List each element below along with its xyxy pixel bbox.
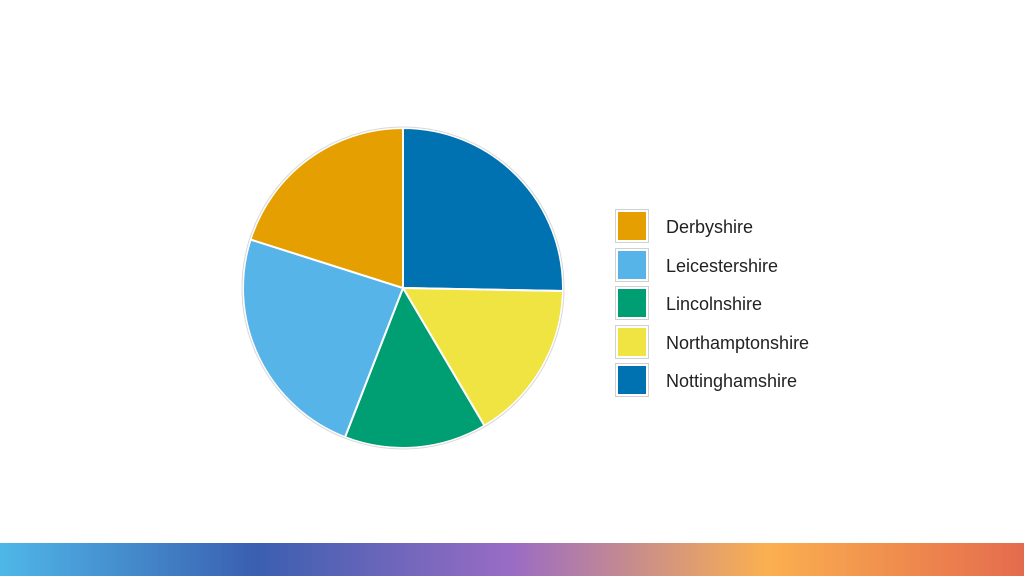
pie-slice-northamptonshire — [401, 286, 564, 428]
legend-item-lincolnshire: Lincolnshire — [615, 286, 855, 325]
pie-slice-lincolnshire — [343, 285, 486, 449]
legend-swatch-fill — [618, 327, 646, 356]
legend: Derbyshire Leicestershire Lincolnshire N… — [615, 209, 855, 402]
legend-label: Derbyshire — [666, 217, 754, 237]
legend-label: Leicestershire — [666, 255, 779, 276]
legend-swatch — [615, 286, 649, 320]
pie-outline — [241, 126, 565, 450]
legend-item-leicestershire: Leicestershire — [615, 247, 855, 287]
legend-item-derbyshire: Derbyshire — [615, 209, 855, 248]
legend-swatch-fill — [618, 289, 646, 317]
pie-slice-nottinghamshire — [402, 126, 564, 293]
legend-swatch-fill — [618, 212, 646, 240]
legend-swatch — [615, 247, 649, 282]
pie-slices — [241, 126, 565, 450]
legend-swatch — [615, 324, 649, 359]
footer-gradient-bar — [0, 543, 1024, 576]
legend-label: Northamptonshire — [666, 332, 810, 353]
legend-item-nottinghamshire: Nottinghamshire — [615, 363, 855, 402]
legend-item-northamptonshire: Northamptonshire — [615, 324, 855, 364]
pie-slice-leicestershire — [242, 238, 405, 439]
legend-label: Lincolnshire — [666, 294, 763, 314]
pie-slice-derbyshire — [249, 126, 404, 290]
legend-swatch — [615, 209, 649, 243]
legend-swatch — [615, 363, 649, 397]
legend-swatch-fill — [618, 366, 646, 394]
legend-label: Nottinghamshire — [666, 371, 798, 391]
legend-swatch-fill — [618, 250, 646, 279]
